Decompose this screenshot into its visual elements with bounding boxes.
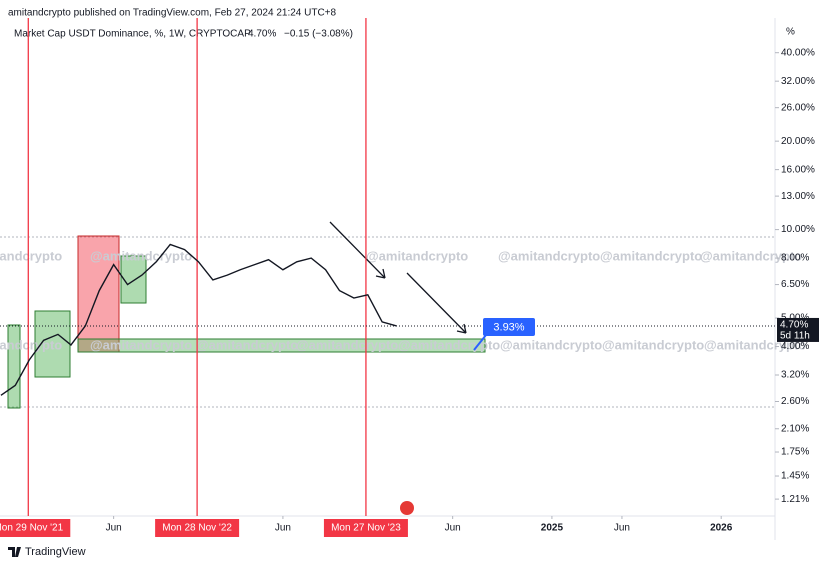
y-tick-label: 20.00% [781, 136, 815, 147]
zone [77, 338, 486, 353]
watermark: @amitandcrypto [700, 248, 802, 263]
y-tick-label: 1.21% [781, 494, 809, 505]
target-box [483, 318, 535, 336]
x-tick-label: 2026 [710, 523, 733, 534]
last-value: 4.70% [248, 29, 276, 40]
watermark: @amitandcrypto [366, 248, 468, 263]
header: amitandcrypto published on TradingView.c… [8, 8, 337, 19]
x-tick-label: Jun [275, 523, 291, 534]
countdown: 5d 11h [780, 331, 810, 342]
plot: 1.21%1.45%1.75%2.10%2.60%3.20%4.00%5.00%… [0, 47, 819, 537]
footer: TradingView [25, 546, 86, 558]
x-tick-label: 2025 [541, 523, 564, 534]
y-tick-label: 26.00% [781, 102, 815, 113]
y-tick-label: 16.00% [781, 164, 815, 175]
x-tick-label: Jun [614, 523, 630, 534]
watermark: @amitandcrypto [90, 337, 192, 352]
price-tag: 4.70% [780, 320, 808, 331]
x-tick-label: Mon 29 Nov '21 [0, 523, 64, 534]
zone [7, 324, 21, 409]
watermark: @amitandcrypto [0, 248, 62, 263]
arrow [329, 221, 386, 279]
change: −0.15 (−3.08%) [284, 29, 353, 40]
y-tick-label: 1.75% [781, 447, 809, 458]
price-tag-box [777, 317, 819, 342]
y-tick-label: 10.00% [781, 224, 815, 235]
date-box [155, 519, 240, 537]
date-box [0, 519, 71, 537]
watermark: @amitandcrypto [0, 337, 62, 352]
y-tick-label: 32.00% [781, 76, 815, 87]
watermark: @amitandcrypto [600, 248, 702, 263]
event-icon [400, 501, 414, 515]
watermark: @amitandcrypto [602, 337, 704, 352]
date-box [323, 519, 408, 537]
y-tick-label: 2.10% [781, 423, 809, 434]
x-tick-label: Mon 27 Nov '23 [331, 523, 401, 534]
target-callout: 3.93% [473, 318, 535, 351]
x-tick-label: Mon 28 Nov '22 [162, 523, 232, 534]
y-tick-label: 6.50% [781, 279, 809, 290]
arrow [406, 272, 467, 334]
target-label: 3.93% [493, 321, 524, 333]
brand: TradingView [8, 546, 86, 558]
y-tick-label: 40.00% [781, 47, 815, 58]
y-unit: % [786, 27, 795, 38]
legend-text: Market Cap USDT Dominance, %, 1W, CRYPTO… [14, 29, 251, 40]
watermark: @amitandcrypto [398, 337, 500, 352]
watermark: @amitandcrypto [196, 337, 298, 352]
watermark: @amitandcrypto [498, 248, 600, 263]
y-tick-label: 4.00% [781, 341, 809, 352]
y-tick-label: 1.45% [781, 471, 809, 482]
price-line [0, 243, 397, 396]
watermark: @amitandcrypto [500, 337, 602, 352]
callout-pointer [473, 334, 487, 351]
watermark: @amitandcrypto [296, 337, 398, 352]
y-tick-label: 3.20% [781, 370, 809, 381]
zones [7, 235, 486, 409]
y-tick-label: 8.00% [781, 253, 809, 264]
arrows [329, 221, 467, 334]
x-tick-label: Jun [106, 523, 122, 534]
zone [120, 255, 147, 304]
dotted-levels [0, 236, 775, 408]
y-tick-label: 13.00% [781, 191, 815, 202]
x-tick-label: Jun [445, 523, 461, 534]
watermark: @amitandcrypto [90, 248, 192, 263]
y-tick-label: 2.60% [781, 396, 809, 407]
red-lines [27, 18, 367, 516]
logo [8, 547, 21, 557]
